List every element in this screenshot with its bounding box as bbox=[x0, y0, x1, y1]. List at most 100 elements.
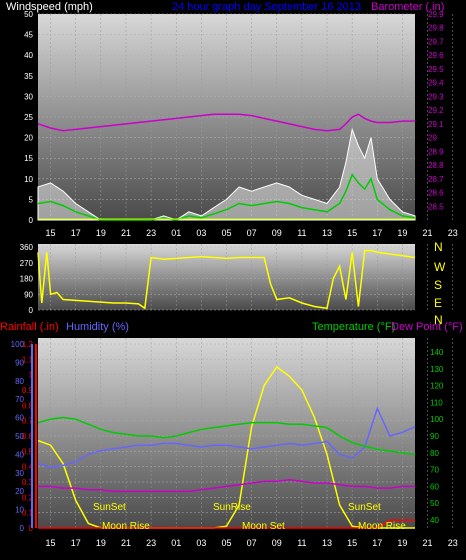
x-tick-weather: 17 bbox=[372, 538, 382, 548]
x-tick-wind: 13 bbox=[322, 228, 332, 238]
x-tick-wind: 19 bbox=[397, 228, 407, 238]
temp-y-tick: 90 bbox=[430, 432, 439, 441]
humidity-y-tick: 10 bbox=[15, 506, 24, 515]
temp-y-tick: 130 bbox=[430, 365, 444, 374]
baro-y-tick: 29.2 bbox=[428, 106, 444, 115]
x-tick-weather: 21 bbox=[423, 538, 433, 548]
x-tick-weather: 09 bbox=[272, 538, 282, 548]
rain-y-tick: 0.8 bbox=[22, 401, 34, 410]
temp-y-tick: 80 bbox=[430, 449, 439, 458]
temp-y-tick: 70 bbox=[430, 466, 439, 475]
compass-n-bottom: N bbox=[434, 313, 443, 327]
x-tick-wind: 15 bbox=[46, 228, 56, 238]
tick-labels: 1515171719192121232301010303050507070909… bbox=[11, 10, 458, 548]
x-tick-wind: 17 bbox=[372, 228, 382, 238]
x-tick-wind: 07 bbox=[247, 228, 257, 238]
direction-y-tick: 0 bbox=[29, 306, 34, 315]
rain-y-tick: 0.6 bbox=[22, 432, 34, 441]
temperature-series bbox=[37, 416, 416, 456]
rain-y-tick: 0.7 bbox=[22, 417, 34, 426]
temperature-label: Temperature (°F) bbox=[312, 321, 395, 333]
x-tick-weather: 11 bbox=[297, 538, 306, 548]
humidity-y-tick: 50 bbox=[15, 432, 24, 441]
x-tick-weather: 03 bbox=[196, 538, 206, 548]
x-tick-wind: 23 bbox=[146, 228, 156, 238]
baro-y-tick: 29.1 bbox=[428, 120, 444, 129]
wind-y-tick: 30 bbox=[24, 92, 33, 101]
baro-y-tick: 28.9 bbox=[428, 147, 444, 156]
barometer-series bbox=[37, 113, 415, 132]
humidity-y-tick: 80 bbox=[15, 377, 24, 386]
baro-y-tick: 29.9 bbox=[428, 10, 444, 19]
moonrise-annotation-2: Moon Rise bbox=[358, 521, 406, 532]
x-tick-wind: 09 bbox=[272, 228, 282, 238]
direction-y-tick: 90 bbox=[24, 290, 33, 299]
x-tick-weather: 05 bbox=[221, 538, 231, 548]
baro-y-tick: 29.5 bbox=[428, 65, 444, 74]
x-tick-weather: 19 bbox=[397, 538, 407, 548]
wind-y-tick: 0 bbox=[29, 216, 34, 225]
x-tick-wind: 01 bbox=[171, 228, 181, 238]
temp-y-tick: 100 bbox=[430, 415, 444, 424]
rain-y-tick: 0.5 bbox=[22, 447, 34, 456]
chart-title: 24 hour graph day September 16 2013 bbox=[172, 1, 361, 13]
rain-y-tick: 0.4 bbox=[22, 463, 34, 472]
humidity-y-tick: 30 bbox=[15, 469, 24, 478]
rain-y-tick: 0.1 bbox=[22, 509, 34, 518]
x-tick-weather: 15 bbox=[347, 538, 357, 548]
humidity-y-tick: 40 bbox=[15, 450, 24, 459]
temp-y-tick: 40 bbox=[430, 516, 439, 525]
chart-marks bbox=[37, 113, 416, 529]
baro-y-tick: 28.5 bbox=[428, 202, 444, 211]
dewpoint-series bbox=[38, 478, 415, 493]
sunrise-annotation: SunRise bbox=[213, 502, 251, 513]
baro-y-tick: 28.8 bbox=[428, 161, 444, 170]
baro-y-tick: 28.6 bbox=[428, 189, 444, 198]
x-tick-weather: 21 bbox=[121, 538, 131, 548]
moonset-annotation: Moon Set bbox=[242, 521, 285, 532]
temp-y-tick: 120 bbox=[430, 382, 444, 391]
x-tick-weather: 17 bbox=[71, 538, 81, 548]
temp-y-tick: 110 bbox=[430, 398, 443, 407]
dewpoint-label: Dew Point (°F) bbox=[391, 321, 463, 333]
wind-y-tick: 10 bbox=[24, 175, 33, 184]
rain-y-tick: 0 bbox=[29, 524, 34, 533]
compass-n-top: N bbox=[434, 240, 443, 254]
direction-y-tick: 360 bbox=[20, 243, 34, 252]
x-tick-weather: 23 bbox=[146, 538, 156, 548]
x-tick-wind: 05 bbox=[221, 228, 231, 238]
sunset-annotation-1: SunSet bbox=[93, 502, 126, 513]
moonrise-annotation-1: Moon Rise bbox=[102, 521, 150, 532]
windspeed-label: Windspeed (mph) bbox=[6, 1, 93, 13]
humidity-series bbox=[37, 406, 416, 469]
wind-y-tick: 5 bbox=[29, 195, 34, 204]
humidity-y-tick: 60 bbox=[15, 414, 24, 423]
weather-plot-area bbox=[38, 338, 415, 528]
compass-e: E bbox=[434, 296, 442, 310]
direction-series bbox=[37, 249, 416, 310]
humidity-y-tick: 100 bbox=[11, 340, 25, 349]
barometer-label: Barometer (.in) bbox=[371, 1, 444, 13]
x-tick-weather: 13 bbox=[322, 538, 332, 548]
wind-y-tick: 50 bbox=[24, 10, 33, 19]
rainfall-series bbox=[38, 519, 415, 529]
wind-y-tick: 25 bbox=[24, 113, 33, 122]
temp-y-tick: 50 bbox=[430, 499, 439, 508]
x-tick-wind: 11 bbox=[297, 228, 306, 238]
humidity-y-tick: 20 bbox=[15, 487, 24, 496]
x-tick-wind: 23 bbox=[448, 228, 458, 238]
rainfall-label: Rainfall (.in) bbox=[0, 321, 59, 333]
baro-y-tick: 28.7 bbox=[428, 175, 444, 184]
temp-y-tick: 140 bbox=[430, 348, 444, 357]
humidity-y-tick: 0 bbox=[20, 524, 25, 533]
baro-y-tick: 29.4 bbox=[428, 79, 444, 88]
rain-y-tick: 1.1 bbox=[22, 355, 34, 364]
baro-y-tick: 29.3 bbox=[428, 92, 444, 101]
wind-y-tick: 45 bbox=[24, 31, 33, 40]
x-tick-weather: 01 bbox=[171, 538, 181, 548]
x-tick-wind: 21 bbox=[121, 228, 131, 238]
x-tick-wind: 17 bbox=[71, 228, 81, 238]
x-tick-wind: 03 bbox=[196, 228, 206, 238]
